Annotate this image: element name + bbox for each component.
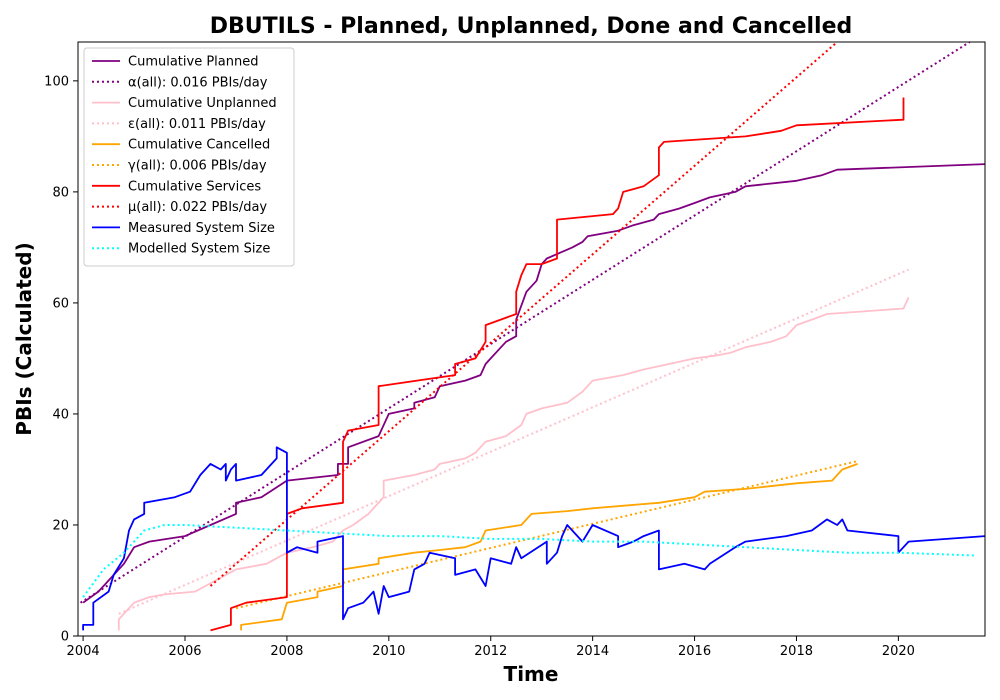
x-tick-label: 2006 xyxy=(168,644,201,659)
x-tick-label: 2012 xyxy=(474,644,507,659)
series-line-5 xyxy=(235,460,858,610)
chart-title: DBUTILS - Planned, Unplanned, Done and C… xyxy=(210,14,853,39)
legend-entry: Cumulative Services xyxy=(128,179,261,194)
legend-entry: α(all): 0.016 PBIs/day xyxy=(128,75,268,90)
y-tick-label: 60 xyxy=(52,296,69,311)
x-tick-label: 2010 xyxy=(372,644,405,659)
x-tick-label: 2008 xyxy=(270,644,303,659)
series-line-2 xyxy=(117,297,910,631)
series-line-8 xyxy=(82,446,985,631)
legend-box xyxy=(83,47,295,267)
series-line-0 xyxy=(82,163,985,604)
y-tick-label: 20 xyxy=(52,518,69,533)
series-line-1 xyxy=(79,42,971,604)
y-axis-label: PBIs (Calculated) xyxy=(12,242,36,435)
legend-entry: Modelled System Size xyxy=(128,242,270,257)
series-line-4 xyxy=(240,463,858,631)
y-tick-label: 40 xyxy=(52,407,69,422)
legend-entry: γ(all): 0.006 PBIs/day xyxy=(128,159,267,174)
x-tick-label: 2014 xyxy=(576,644,609,659)
legend-entry: ε(all): 0.011 PBIs/day xyxy=(128,117,266,132)
series-line-3 xyxy=(118,268,909,615)
plot-frame xyxy=(77,41,986,637)
series-line-6 xyxy=(210,97,905,632)
y-tick-label: 100 xyxy=(44,74,69,89)
y-tick-label: 0 xyxy=(61,630,69,645)
x-tick-label: 2018 xyxy=(780,644,813,659)
legend-entry: Cumulative Cancelled xyxy=(128,138,270,153)
y-axis: 0 20 40 60 80 100 xyxy=(44,74,78,645)
plot-area xyxy=(79,42,985,632)
x-axis: 2004 2006 2008 2010 2012 2014 2016 2018 2020 xyxy=(67,636,915,659)
series-line-7 xyxy=(209,42,838,587)
y-tick-label: 80 xyxy=(52,185,69,200)
x-tick-label: 2016 xyxy=(678,644,711,659)
legend-entry: Cumulative Unplanned xyxy=(128,96,277,111)
series-line-9 xyxy=(82,524,975,598)
legend-entry: Measured System Size xyxy=(128,221,275,236)
legend: Cumulative Planned α(all): 0.016 PBIs/day… xyxy=(83,47,295,267)
x-tick-label: 2020 xyxy=(882,644,915,659)
x-tick-label: 2004 xyxy=(67,644,100,659)
legend-entry: Cumulative Planned xyxy=(128,55,258,70)
legend-entry: μ(all): 0.022 PBIs/day xyxy=(128,200,267,215)
x-axis-label: Time xyxy=(504,662,559,686)
